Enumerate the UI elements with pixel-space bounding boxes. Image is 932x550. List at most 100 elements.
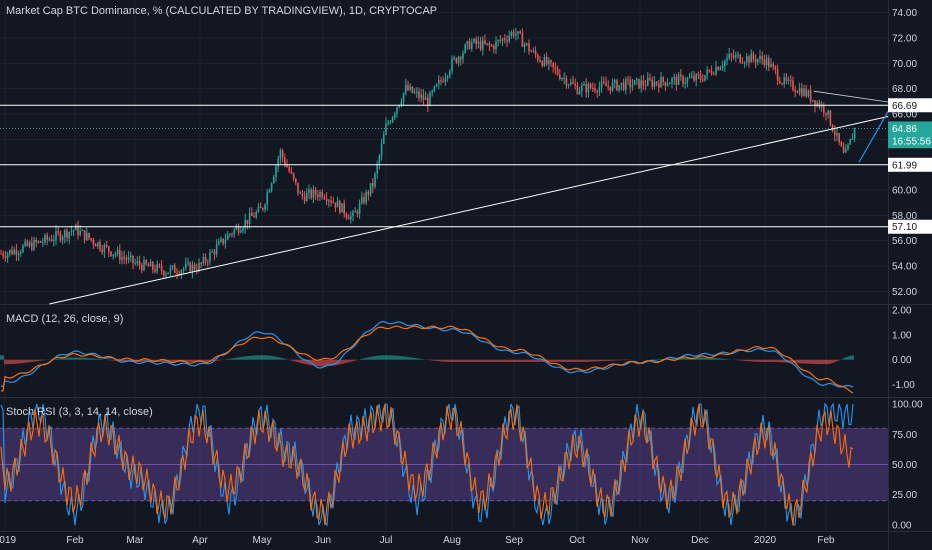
candle[interactable] — [158, 264, 161, 266]
stoch-k-line[interactable] — [0, 402, 854, 527]
candle[interactable] — [394, 113, 396, 117]
candle[interactable] — [350, 215, 352, 220]
candle[interactable] — [226, 234, 229, 240]
candle[interactable] — [719, 67, 722, 71]
candle[interactable] — [541, 61, 543, 66]
candle[interactable] — [433, 86, 436, 92]
candle[interactable] — [508, 35, 510, 41]
price-axis[interactable]: 74.0072.0070.0068.0066.0064.0060.0058.00… — [888, 8, 932, 531]
price-tag[interactable] — [888, 121, 932, 136]
candle[interactable] — [739, 54, 741, 63]
candle[interactable] — [592, 87, 594, 89]
candle[interactable] — [752, 53, 755, 59]
candle[interactable] — [717, 66, 719, 71]
candle[interactable] — [823, 104, 825, 113]
candle[interactable] — [108, 246, 110, 252]
candle[interactable] — [477, 41, 480, 44]
candle[interactable] — [519, 31, 521, 34]
candle[interactable] — [171, 265, 174, 268]
candle[interactable] — [460, 57, 462, 60]
candle[interactable] — [77, 225, 79, 236]
candle[interactable] — [165, 273, 167, 276]
candle[interactable] — [515, 34, 517, 36]
candle[interactable] — [385, 123, 387, 135]
candle[interactable] — [244, 219, 246, 229]
candle[interactable] — [770, 63, 772, 68]
candle[interactable] — [141, 265, 143, 271]
candle[interactable] — [270, 183, 273, 191]
candle[interactable] — [746, 56, 748, 63]
candle[interactable] — [374, 173, 376, 187]
candle[interactable] — [358, 203, 361, 214]
candle[interactable] — [680, 74, 682, 77]
candle[interactable] — [759, 56, 761, 60]
candle[interactable] — [605, 82, 607, 87]
candle[interactable] — [286, 164, 288, 168]
candle[interactable] — [22, 245, 24, 252]
candle[interactable] — [413, 92, 416, 94]
candle[interactable] — [336, 200, 339, 208]
candle[interactable] — [138, 261, 141, 266]
candle[interactable] — [288, 167, 290, 172]
candle[interactable] — [807, 90, 810, 97]
candle[interactable] — [347, 217, 350, 220]
candle[interactable] — [735, 55, 737, 58]
candle[interactable] — [37, 241, 40, 243]
candle[interactable] — [631, 85, 634, 88]
candle[interactable] — [849, 138, 851, 145]
candle[interactable] — [240, 230, 242, 233]
candle[interactable] — [24, 241, 26, 246]
candle[interactable] — [81, 230, 84, 232]
candle[interactable] — [684, 82, 686, 84]
macd-panel[interactable] — [0, 320, 854, 394]
candle[interactable] — [649, 78, 651, 80]
candle[interactable] — [779, 80, 781, 84]
candle[interactable] — [196, 269, 198, 271]
candle[interactable] — [273, 176, 275, 184]
candle[interactable] — [290, 171, 293, 174]
candle[interactable] — [20, 251, 22, 254]
candle[interactable] — [457, 57, 460, 63]
candle[interactable] — [268, 190, 271, 193]
candle[interactable] — [209, 252, 211, 262]
candle[interactable] — [479, 41, 482, 50]
candle[interactable] — [550, 60, 552, 63]
candle[interactable] — [510, 32, 513, 36]
candle[interactable] — [629, 79, 631, 88]
candle[interactable] — [781, 83, 783, 85]
candle[interactable] — [396, 107, 398, 114]
candle[interactable] — [523, 44, 526, 47]
candle[interactable] — [616, 80, 618, 91]
candle[interactable] — [563, 77, 565, 79]
candle[interactable] — [721, 66, 724, 68]
candle[interactable] — [466, 41, 469, 45]
candle[interactable] — [475, 38, 477, 44]
candle[interactable] — [323, 197, 326, 199]
candle[interactable] — [688, 77, 691, 79]
candle[interactable] — [673, 77, 675, 79]
candle[interactable] — [422, 94, 425, 100]
candle[interactable] — [453, 57, 455, 59]
candle[interactable] — [607, 86, 609, 88]
candle[interactable] — [132, 255, 134, 264]
candle[interactable] — [446, 75, 449, 78]
candle[interactable] — [352, 211, 354, 216]
candle[interactable] — [726, 58, 728, 61]
price-tag[interactable] — [888, 157, 932, 172]
candle[interactable] — [499, 40, 502, 42]
candle[interactable] — [468, 41, 471, 50]
candle[interactable] — [506, 40, 508, 42]
candle[interactable] — [400, 101, 403, 106]
candle[interactable] — [103, 244, 106, 253]
candle[interactable] — [398, 105, 400, 108]
candle[interactable] — [763, 59, 766, 66]
candle[interactable] — [831, 125, 834, 132]
candle[interactable] — [675, 77, 678, 85]
candle[interactable] — [682, 76, 684, 84]
candle[interactable] — [46, 235, 48, 240]
candle[interactable] — [163, 271, 165, 276]
candle[interactable] — [222, 238, 224, 244]
candle[interactable] — [473, 38, 475, 43]
candle[interactable] — [79, 230, 81, 236]
candle[interactable] — [55, 231, 57, 240]
